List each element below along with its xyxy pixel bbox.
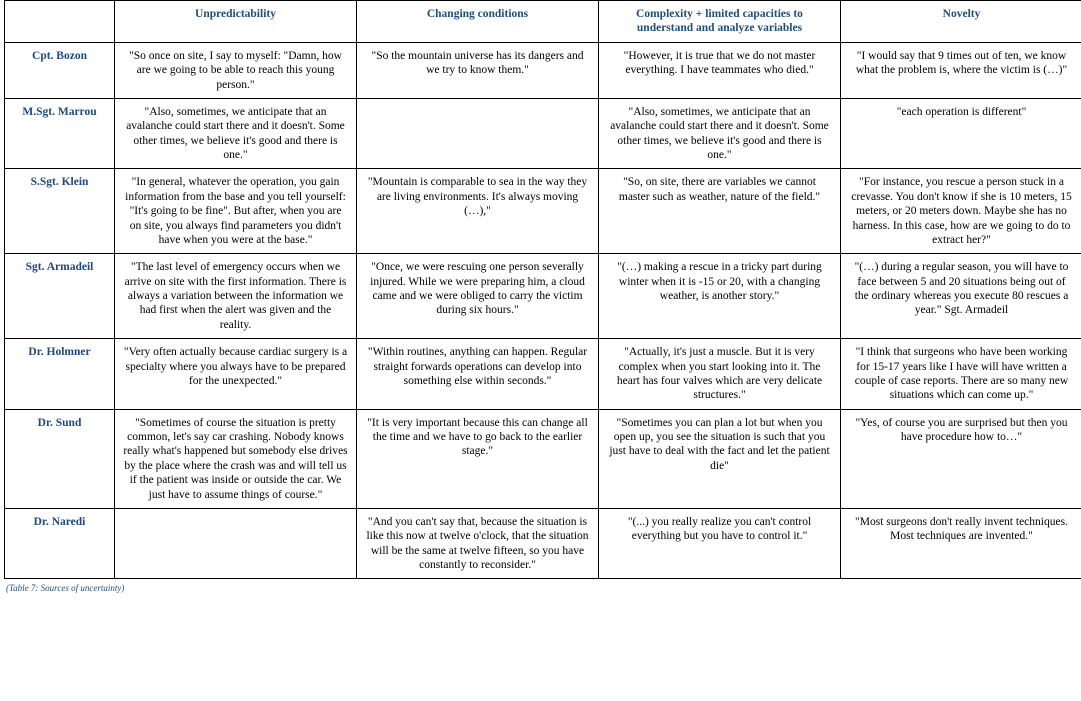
cell: "Also, sometimes, we anticipate that an … <box>599 98 841 169</box>
cell: "Sometimes of course the situation is pr… <box>115 409 357 508</box>
page: Unpredictability Changing conditions Com… <box>0 0 1081 601</box>
row-name: Dr. Naredi <box>5 508 115 579</box>
cell: "In general, whatever the operation, you… <box>115 169 357 254</box>
cell: "Actually, it's just a muscle. But it is… <box>599 339 841 410</box>
cell: "each operation is different" <box>841 98 1081 169</box>
table-row: Dr. Sund"Sometimes of course the situati… <box>5 409 1081 508</box>
table-row: Sgt. Armadeil"The last level of emergenc… <box>5 254 1081 339</box>
cell: "Most surgeons don't really invent techn… <box>841 508 1081 579</box>
row-name: Sgt. Armadeil <box>5 254 115 339</box>
row-name: Dr. Sund <box>5 409 115 508</box>
table-body: Cpt. Bozon"So once on site, I say to mys… <box>5 42 1081 579</box>
table-caption: (Table 7: Sources of uncertainty) <box>4 583 1077 593</box>
cell: "Yes, of course you are surprised but th… <box>841 409 1081 508</box>
row-name: Cpt. Bozon <box>5 42 115 98</box>
row-name: S.Sgt. Klein <box>5 169 115 254</box>
table-row: S.Sgt. Klein"In general, whatever the op… <box>5 169 1081 254</box>
cell: "Very often actually because cardiac sur… <box>115 339 357 410</box>
uncertainty-table: Unpredictability Changing conditions Com… <box>4 0 1081 579</box>
cell <box>357 98 599 169</box>
row-name: Dr. Holmner <box>5 339 115 410</box>
header-novelty: Novelty <box>841 1 1081 43</box>
cell: "Sometimes you can plan a lot but when y… <box>599 409 841 508</box>
cell: "The last level of emergency occurs when… <box>115 254 357 339</box>
table-row: Dr. Naredi "And you can't say that, becau… <box>5 508 1081 579</box>
table-head: Unpredictability Changing conditions Com… <box>5 1 1081 43</box>
cell: "Also, sometimes, we anticipate that an … <box>115 98 357 169</box>
cell: "So once on site, I say to myself: "Damn… <box>115 42 357 98</box>
cell: "(…) making a rescue in a tricky part du… <box>599 254 841 339</box>
cell <box>115 508 357 579</box>
cell: "(…) during a regular season, you will h… <box>841 254 1081 339</box>
cell: "Once, we were rescuing one person sever… <box>357 254 599 339</box>
header-unpredictability: Unpredictability <box>115 1 357 43</box>
cell: "I would say that 9 times out of ten, we… <box>841 42 1081 98</box>
table-row: M.Sgt. Marrou"Also, sometimes, we antici… <box>5 98 1081 169</box>
cell: "(...) you really realize you can't cont… <box>599 508 841 579</box>
cell: "Within routines, anything can happen. R… <box>357 339 599 410</box>
cell: "So, on site, there are variables we can… <box>599 169 841 254</box>
cell: "So the mountain universe has its danger… <box>357 42 599 98</box>
cell: "It is very important because this can c… <box>357 409 599 508</box>
cell: "For instance, you rescue a person stuck… <box>841 169 1081 254</box>
header-changing-conditions: Changing conditions <box>357 1 599 43</box>
header-complexity: Complexity + limited capacities to under… <box>599 1 841 43</box>
table-row: Dr. Holmner"Very often actually because … <box>5 339 1081 410</box>
header-blank <box>5 1 115 43</box>
cell: "However, it is true that we do not mast… <box>599 42 841 98</box>
cell: "And you can't say that, because the sit… <box>357 508 599 579</box>
cell: "I think that surgeons who have been wor… <box>841 339 1081 410</box>
table-row: Cpt. Bozon"So once on site, I say to mys… <box>5 42 1081 98</box>
row-name: M.Sgt. Marrou <box>5 98 115 169</box>
cell: "Mountain is comparable to sea in the wa… <box>357 169 599 254</box>
